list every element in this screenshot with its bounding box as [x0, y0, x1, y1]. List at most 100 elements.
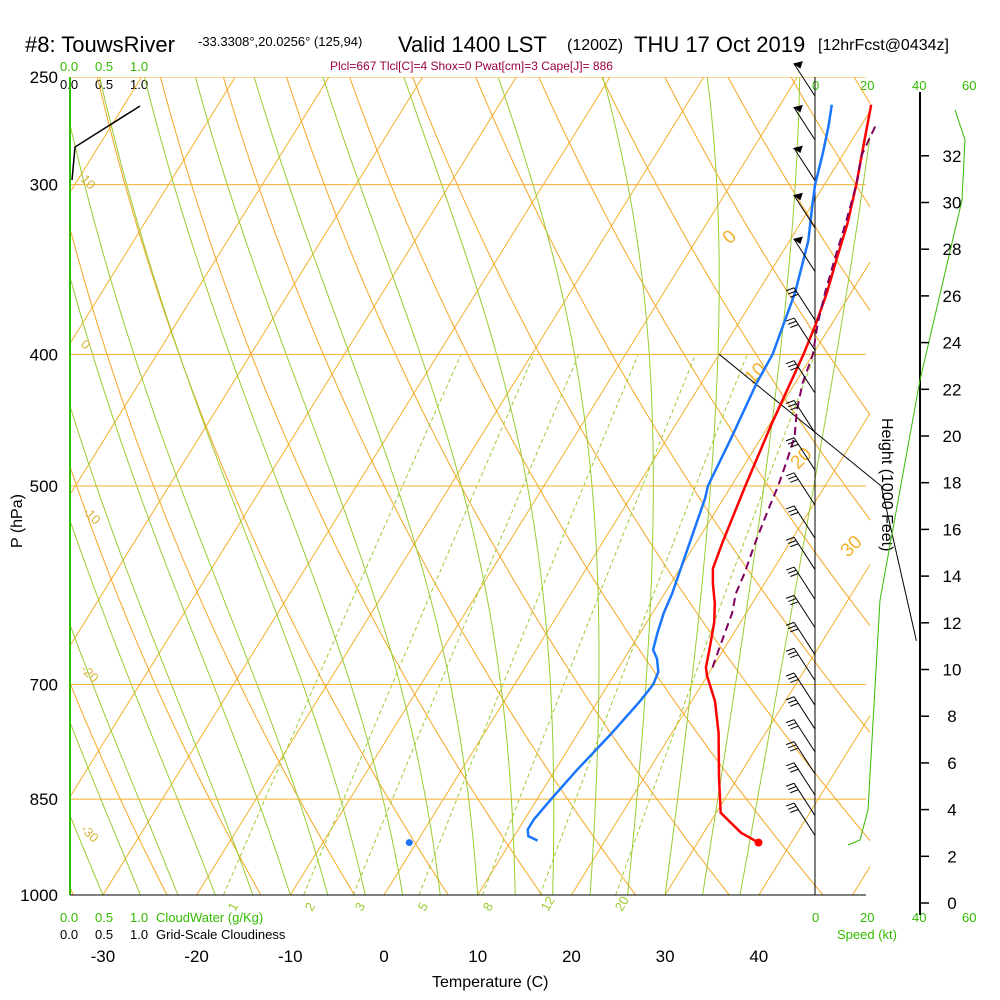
wind-barb: [793, 672, 816, 706]
forecast-date: THU 17 Oct 2019: [634, 32, 805, 57]
wind-barb-feather: [788, 765, 797, 770]
temperature-tick-label: 0: [379, 947, 388, 966]
top-green-tick-2: 1.0: [130, 59, 148, 74]
dry-adiabat-line: [412, 77, 870, 842]
wind-barb-flag: [792, 145, 803, 154]
wind-barb-flag: [792, 61, 803, 69]
moist-adiabat-line: [70, 404, 254, 895]
wind-barb: [793, 400, 816, 434]
wind-barb: [793, 505, 816, 539]
moist-adiabat-line: [253, 77, 479, 895]
temperature-tick-label: 20: [562, 947, 581, 966]
wind-barb: [793, 195, 816, 229]
wind-barb-feather: [790, 478, 799, 483]
dry-adiabat-line: [96, 77, 449, 895]
wind-barb-feather: [785, 782, 795, 787]
speed-bottom-tick-0: 0: [812, 910, 819, 925]
moist-adiabat-line: [70, 720, 141, 895]
wind-barb-feather: [790, 654, 799, 659]
wind-barb-feather: [785, 741, 795, 746]
profile-layer: [405, 104, 879, 847]
bottom-green-tick-1: 0.5: [95, 910, 113, 925]
moist-adiabat-line: [143, 77, 404, 895]
dry-adiabat-line: [70, 465, 262, 895]
height-tick-label: 22: [943, 380, 962, 399]
wind-barb-feather: [785, 672, 795, 677]
height-tick-label: 10: [943, 661, 962, 680]
bottom-green-tick-2: 1.0: [130, 910, 148, 925]
moist-adiabat-line: [497, 77, 600, 895]
top-green-tick-0: 0.0: [60, 59, 78, 74]
height-tick-label: 4: [947, 801, 956, 820]
moist-adiabat-line: [70, 623, 179, 895]
wind-barb-feather: [785, 400, 795, 404]
height-tick-label: 18: [943, 474, 962, 493]
wind-barb-feather: [790, 443, 799, 448]
speed-bottom-tick-1: 20: [860, 910, 874, 925]
wind-barb: [793, 437, 816, 471]
height-tick-label: 2: [947, 847, 956, 866]
wind-barb: [793, 622, 816, 655]
wind-barb-feather: [788, 699, 797, 704]
wind-barb-feather: [790, 747, 799, 752]
dry-adiabat-line: [538, 77, 870, 627]
wind-barb-feather: [785, 647, 795, 652]
wind-barb-feather: [788, 440, 797, 445]
wind-barb-feather: [790, 543, 799, 548]
pressure-tick-label: 300: [30, 176, 58, 195]
temperature-tick-label: -20: [184, 947, 209, 966]
wind-barb-feather: [785, 437, 795, 442]
moist-adiabat-line: [602, 77, 654, 895]
wind-barb-feather: [785, 472, 795, 477]
wind-barb-layer: [785, 61, 816, 836]
bottom-black-tick-1: 0.5: [95, 927, 113, 942]
temperature-line: [704, 104, 873, 844]
speed-top-tick-3: 60: [962, 78, 976, 93]
wind-barb-feather: [788, 722, 797, 727]
isotherm-line: [70, 77, 236, 345]
moist-adiabat-line: [403, 77, 555, 895]
height-tick-label: 6: [947, 754, 956, 773]
wind-barb-feather: [785, 360, 795, 365]
valid-time: Valid 1400 LST: [398, 32, 547, 57]
wind-barb-feather: [785, 566, 795, 571]
wind-barb-feather: [788, 363, 797, 368]
wind-barb-feather: [785, 762, 795, 767]
wind-barb-feather: [790, 366, 799, 371]
dry-adiabat-line: [475, 77, 870, 734]
wind-barb: [793, 696, 816, 730]
pressure-tick-label: 700: [30, 676, 58, 695]
stability-indices: Plcl=667 Tlcl[C]=4 Shox=0 Pwat[cm]=3 Cap…: [330, 59, 613, 73]
height-tick-label: 20: [943, 427, 962, 446]
wind-barb-feather: [790, 406, 799, 411]
speed-top-tick-1: 20: [860, 78, 874, 93]
wind-barb: [793, 472, 816, 506]
wind-barb-feather: [785, 696, 795, 701]
cloudiness-trace: [71, 105, 141, 181]
wind-barb-feather: [788, 598, 797, 603]
height-tick-label: 8: [947, 707, 956, 726]
wind-barb-feather: [788, 508, 797, 513]
moist-adiabat-line: [99, 77, 366, 895]
speed-top-tick-2: 40: [912, 78, 926, 93]
mixing-ratio-label: 20: [612, 893, 632, 913]
wind-barb-feather: [788, 744, 797, 749]
wind-barb-feather: [788, 651, 797, 655]
speed-label: Speed (kt): [837, 927, 897, 942]
isotherm-line: [758, 714, 870, 895]
moist-adiabat-line: [664, 77, 720, 895]
wind-barb: [793, 107, 816, 141]
height-tick-label: 16: [943, 520, 962, 539]
wind-barb: [793, 148, 816, 181]
wind-barb: [793, 762, 816, 796]
wind-barb: [793, 566, 816, 600]
wind-barb-feather: [790, 768, 799, 773]
wind-barb-feather: [788, 569, 797, 574]
wind-barb-feather: [790, 809, 799, 813]
wind-barb: [793, 63, 816, 97]
dewpoint-line: [526, 104, 834, 842]
moist-adiabat-line: [739, 132, 870, 895]
wind-barb: [793, 287, 816, 321]
dry-adiabat-line: [664, 77, 870, 416]
wind-speed-trace: [847, 109, 966, 846]
